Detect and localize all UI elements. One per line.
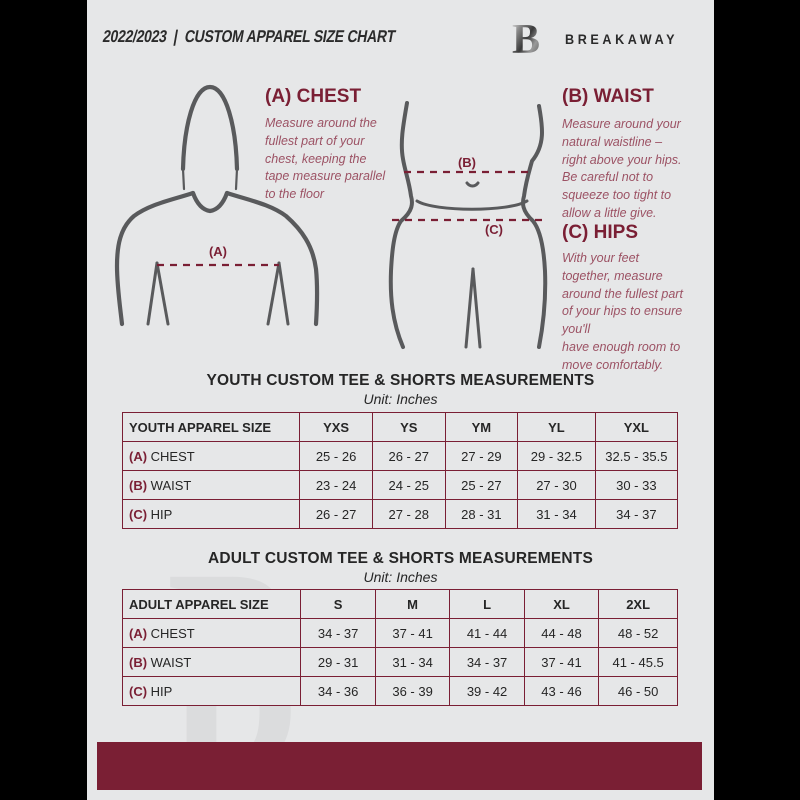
svg-text:B: B [512,19,540,61]
svg-text:(B): (B) [458,155,476,170]
svg-text:(A): (A) [209,244,227,259]
svg-text:(C): (C) [485,222,503,237]
